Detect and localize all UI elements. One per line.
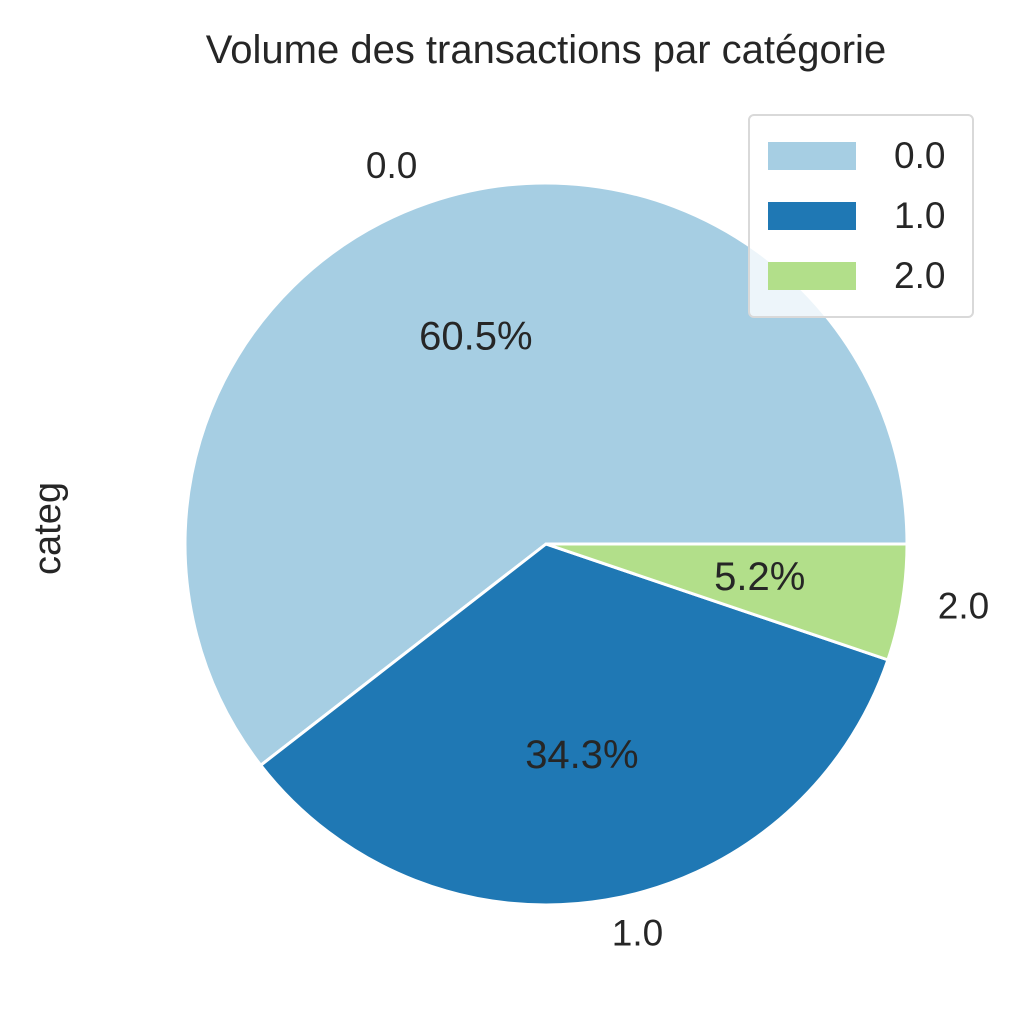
slice-percent-label-1.0: 34.3% bbox=[525, 733, 638, 777]
pie-slice-1.0 bbox=[259, 542, 890, 907]
legend-entry-1: 1.0 bbox=[766, 194, 966, 236]
legend-label-0: 0.0 bbox=[894, 135, 946, 176]
legend-entry-0: 0.0 bbox=[766, 134, 966, 176]
legend-label-1: 1.0 bbox=[894, 195, 946, 236]
legend-label-2: 2.0 bbox=[894, 255, 946, 296]
slice-percent-label-0.0: 60.5% bbox=[419, 315, 532, 359]
slice-category-label-1.0: 1.0 bbox=[612, 912, 663, 953]
chart-title: Volume des transactions par catégorie bbox=[205, 28, 887, 72]
pie-labels: 0.0 60.5% 1.0 34.3% 2.0 5.2% bbox=[366, 145, 989, 953]
pie-slice-2.0 bbox=[544, 542, 909, 662]
slice-category-label-2.0: 2.0 bbox=[938, 585, 989, 626]
slice-percent-label-2.0: 5.2% bbox=[714, 555, 805, 599]
pie-slices bbox=[183, 181, 909, 907]
legend-swatch-0 bbox=[768, 142, 856, 170]
y-axis-label: categ bbox=[27, 482, 69, 575]
legend-swatch-1 bbox=[768, 202, 856, 230]
legend: 0.0 1.0 2.0 bbox=[748, 114, 974, 318]
legend-swatch-2 bbox=[768, 262, 856, 290]
pie-slice-0.0 bbox=[183, 181, 909, 767]
slice-category-label-0.0: 0.0 bbox=[366, 145, 417, 186]
legend-entry-2: 2.0 bbox=[766, 254, 966, 296]
